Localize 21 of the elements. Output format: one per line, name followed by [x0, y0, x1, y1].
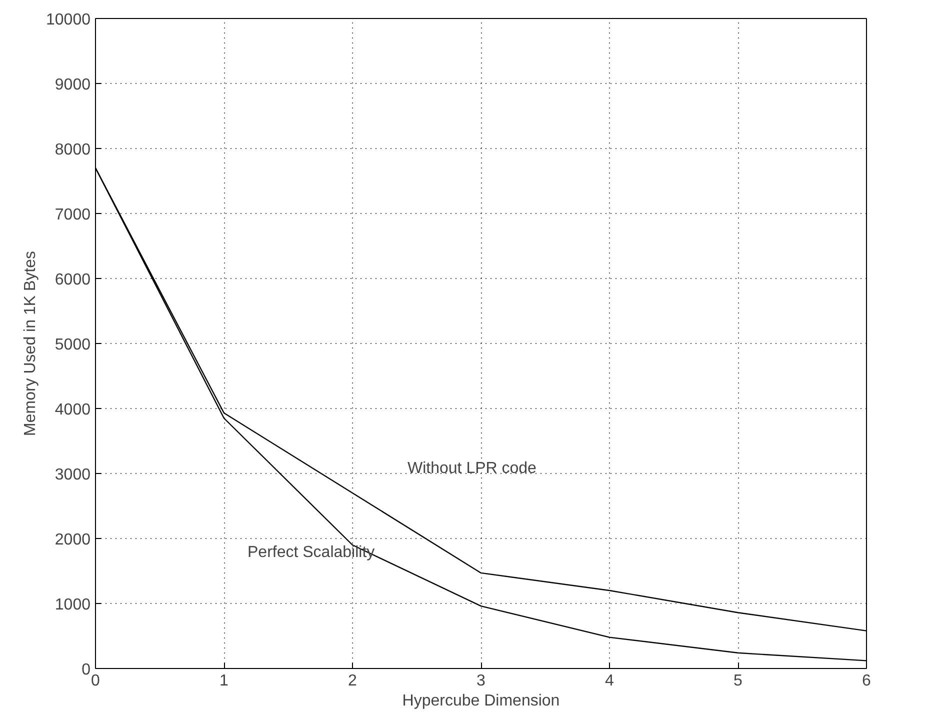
y-tick-label: 3000	[54, 466, 91, 484]
y-axis-title: Memory Used in 1K Bytes	[22, 251, 40, 436]
x-tick-label: 1	[220, 672, 229, 690]
y-tick-label: 10000	[46, 12, 91, 28]
y-tick-label: 4000	[54, 402, 91, 418]
x-tick-label: 3	[476, 672, 486, 690]
x-tick-label: 6	[862, 672, 872, 690]
x-axis-title: Hypercube Dimension	[402, 692, 560, 710]
x-tick-label: 4	[605, 672, 614, 690]
annotation: Perfect Scalability	[248, 544, 375, 561]
y-tick-label: 9000	[54, 76, 91, 94]
y-tick-label: 2000	[54, 532, 91, 548]
y-tick-label: 0	[82, 662, 91, 678]
y-tick-label: 8000	[54, 142, 91, 158]
y-tick-label: 5000	[54, 336, 91, 354]
x-tick-label: 2	[348, 672, 358, 690]
y-tick-label: 7000	[54, 206, 91, 224]
annotation: Without LPR code	[408, 460, 537, 477]
y-tick-label: 6000	[54, 272, 91, 288]
x-tick-label: 5	[734, 672, 743, 690]
y-tick-label: 1000	[54, 596, 91, 614]
